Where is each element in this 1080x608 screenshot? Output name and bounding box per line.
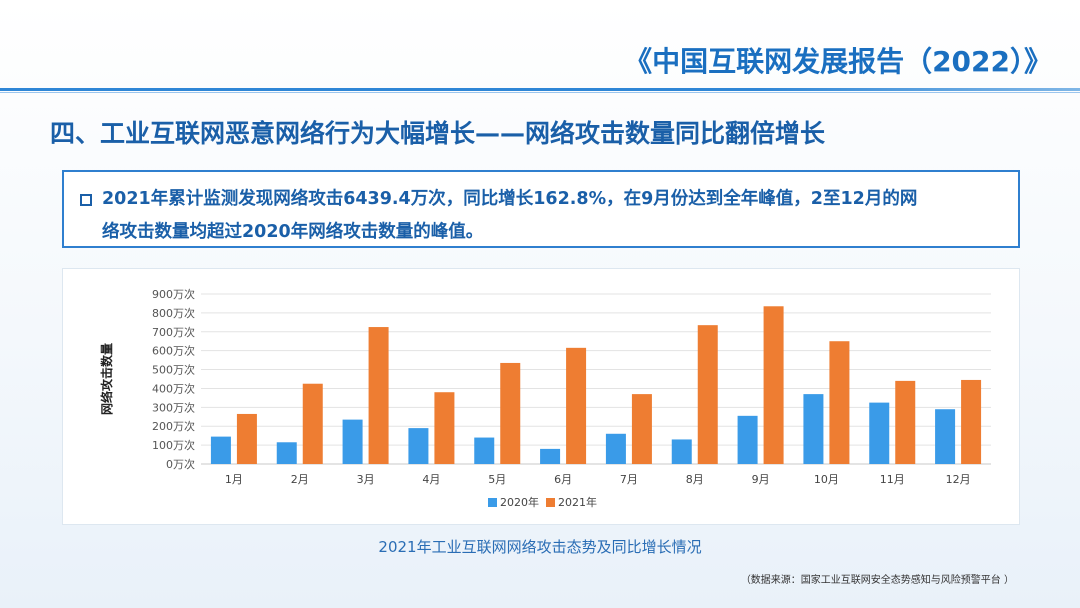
bars bbox=[210, 306, 982, 464]
bar-2020 bbox=[869, 402, 890, 464]
source-note: （数据来源：国家工业互联网安全态势感知与风险预警平台 ） bbox=[740, 575, 1014, 586]
bar-2021 bbox=[829, 341, 850, 464]
bar-2021 bbox=[961, 379, 982, 464]
chart-caption: 2021年工业互联网网络攻击态势及同比增长情况 bbox=[378, 538, 702, 556]
bar-chart: 0万次 100万次 200万次 300万次 400万次 500万次 600万次 700万次 80… bbox=[99, 287, 991, 509]
summary-box: 2021年累计监测发现网络攻击6439.4万次，同比增长162.8%，在9月份达… bbox=[62, 170, 1020, 248]
bar-2020 bbox=[803, 394, 824, 464]
bar-2020 bbox=[540, 448, 561, 464]
x-tick-label: 11月 bbox=[880, 473, 905, 486]
title-divider bbox=[0, 88, 1080, 91]
bar-2021 bbox=[434, 392, 455, 464]
y-axis-label: 网络攻击数量 bbox=[99, 343, 114, 415]
x-tick-label: 8月 bbox=[686, 473, 704, 486]
bar-2020 bbox=[408, 428, 429, 464]
bar-2020 bbox=[276, 442, 297, 464]
bar-2021 bbox=[302, 383, 323, 464]
title-divider-thin bbox=[0, 92, 1080, 93]
bar-2021 bbox=[631, 394, 652, 464]
x-tick-label: 2月 bbox=[291, 473, 309, 486]
x-tick-label: 9月 bbox=[752, 473, 770, 486]
bar-2020 bbox=[342, 419, 363, 464]
y-tick-label: 600万次 bbox=[152, 344, 195, 358]
summary-text: 2021年累计监测发现网络攻击6439.4万次，同比增长162.8%，在9月份达… bbox=[80, 183, 1004, 249]
bar-2021 bbox=[368, 327, 389, 464]
summary-line-2: 络攻击数量均超过2020年网络攻击数量的峰值。 bbox=[102, 222, 484, 242]
legend-swatch bbox=[488, 498, 497, 507]
y-tick-label: 500万次 bbox=[152, 363, 195, 377]
bar-2020 bbox=[671, 439, 692, 464]
page-headline: 四、工业互联网恶意网络行为大幅增长——网络攻击数量同比翻倍增长 bbox=[50, 119, 826, 148]
legend: 2020年 2021年 bbox=[488, 495, 597, 509]
bar-2020 bbox=[737, 415, 758, 464]
x-tick-label: 7月 bbox=[620, 473, 638, 486]
bar-2020 bbox=[605, 433, 626, 464]
x-tick-label: 6月 bbox=[554, 473, 572, 486]
legend-label: 2020年 bbox=[500, 495, 539, 509]
y-tick-label: 800万次 bbox=[152, 306, 195, 320]
legend-label: 2021年 bbox=[558, 495, 597, 509]
x-tick-label: 3月 bbox=[357, 473, 375, 486]
bar-2020 bbox=[210, 436, 231, 464]
x-tick-label: 12月 bbox=[946, 473, 971, 486]
y-tick-label: 300万次 bbox=[152, 400, 195, 414]
y-tick-label: 100万次 bbox=[152, 438, 195, 452]
bar-2021 bbox=[895, 380, 916, 464]
y-tick-labels: 0万次 100万次 200万次 300万次 400万次 500万次 600万次 700万次 80… bbox=[152, 287, 195, 471]
bullet-square-icon bbox=[80, 194, 92, 206]
y-tick-label: 200万次 bbox=[152, 419, 195, 433]
bar-2020 bbox=[474, 437, 495, 464]
chart-panel: 0万次 100万次 200万次 300万次 400万次 500万次 600万次 700万次 80… bbox=[62, 268, 1020, 525]
x-tick-label: 1月 bbox=[225, 473, 243, 486]
legend-swatch bbox=[546, 498, 555, 507]
grid-lines bbox=[201, 293, 991, 465]
y-tick-label: 900万次 bbox=[152, 287, 195, 301]
y-tick-label: 400万次 bbox=[152, 381, 195, 395]
x-tick-label: 4月 bbox=[422, 473, 440, 486]
bar-2021 bbox=[500, 362, 521, 464]
bar-2021 bbox=[236, 413, 257, 464]
bar-2021 bbox=[697, 325, 718, 464]
bar-2020 bbox=[935, 409, 956, 464]
summary-line-1: 2021年累计监测发现网络攻击6439.4万次，同比增长162.8%，在9月份达… bbox=[102, 189, 918, 209]
bar-2021 bbox=[763, 306, 784, 464]
x-tick-label: 10月 bbox=[814, 473, 839, 486]
y-tick-label: 0万次 bbox=[166, 457, 195, 471]
report-title: 《中国互联网发展报告（2022）》 bbox=[624, 45, 1052, 78]
y-tick-label: 700万次 bbox=[152, 325, 195, 339]
x-tick-label: 5月 bbox=[488, 473, 506, 486]
x-tick-labels: 1月 2月 3月 4月 5月 6月 7月 8月 9月 10月 11月 12月 bbox=[225, 473, 971, 486]
bar-2021 bbox=[566, 347, 587, 464]
